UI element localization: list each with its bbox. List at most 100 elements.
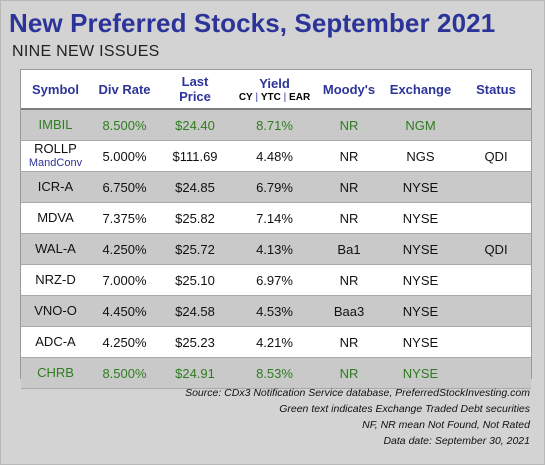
header-yield: Yield CY | YTC | EAR (231, 70, 318, 110)
abbreviation-note-line: NF, NR mean Not Found, Not Rated (362, 419, 530, 431)
cell-div-rate: 4.250% (90, 233, 159, 265)
header-symbol: Symbol (21, 70, 90, 110)
cell-yield: 8.53% (231, 357, 318, 389)
cell-symbol: CHRB (21, 357, 90, 389)
yield-ytc: YTC (260, 91, 281, 103)
cell-symbol: ICR-A (21, 171, 90, 203)
symbol-text: ADC-A (35, 334, 76, 349)
header-last-price: Last Price (159, 70, 231, 110)
symbol-text: MDVA (37, 210, 74, 225)
cell-div-rate: 6.750% (90, 171, 159, 203)
table-row: IMBIL 8.500% $24.40 8.71% NR NGM (21, 109, 531, 141)
page-title: New Preferred Stocks, September 2021 (9, 8, 496, 38)
yield-sep-2: | (280, 91, 290, 103)
cell-symbol: VNO-O (21, 295, 90, 327)
cell-moodys: Ba1 (318, 233, 380, 265)
symbol-subtype: MandConv (28, 157, 83, 169)
table-row: ADC-A 4.250% $25.23 4.21% NR NYSE (21, 326, 531, 358)
table-row: ROLLP MandConv 5.000% $111.69 4.48% NR NG… (21, 140, 531, 172)
table-row: MDVA 7.375% $25.82 7.14% NR NYSE (21, 202, 531, 234)
cell-status (461, 171, 531, 203)
yield-cy: CY (238, 91, 253, 103)
header-exchange: Exchange (380, 70, 461, 110)
cell-last-price: $25.23 (159, 326, 231, 358)
table-row: NRZ-D 7.000% $25.10 6.97% NR NYSE (21, 264, 531, 296)
cell-div-rate: 8.500% (90, 357, 159, 389)
cell-last-price: $24.91 (159, 357, 231, 389)
cell-exchange: NYSE (380, 264, 461, 296)
cell-exchange: NGS (380, 140, 461, 172)
cell-yield: 4.21% (231, 326, 318, 358)
legend-note-line: Green text indicates Exchange Traded Deb… (279, 403, 530, 415)
header-moodys: Moody's (318, 70, 380, 110)
cell-moodys: NR (318, 357, 380, 389)
cell-symbol: WAL-A (21, 233, 90, 265)
cell-yield: 6.97% (231, 264, 318, 296)
symbol-text: VNO-O (34, 303, 77, 318)
cell-exchange: NYSE (380, 326, 461, 358)
cell-exchange: NYSE (380, 171, 461, 203)
cell-exchange: NYSE (380, 233, 461, 265)
table-row: CHRB 8.500% $24.91 8.53% NR NYSE (21, 357, 531, 389)
cell-status (461, 264, 531, 296)
issues-table: Symbol Div Rate Last Price Yield CY | YT… (21, 70, 531, 389)
issues-table-container: Symbol Div Rate Last Price Yield CY | YT… (20, 69, 532, 389)
header-last-price-line2: Price (179, 89, 211, 104)
header-yield-subtypes: CY | YTC | EAR (231, 92, 318, 103)
cell-yield: 4.53% (231, 295, 318, 327)
cell-last-price: $111.69 (159, 140, 231, 172)
cell-status (461, 357, 531, 389)
cell-moodys: NR (318, 171, 380, 203)
cell-div-rate: 4.450% (90, 295, 159, 327)
cell-status (461, 202, 531, 234)
header-div-rate: Div Rate (90, 70, 159, 110)
cell-last-price: $24.85 (159, 171, 231, 203)
cell-yield: 7.14% (231, 202, 318, 234)
cell-div-rate: 7.000% (90, 264, 159, 296)
cell-symbol: IMBIL (21, 109, 90, 141)
cell-yield: 8.71% (231, 109, 318, 141)
cell-symbol: NRZ-D (21, 264, 90, 296)
cell-div-rate: 8.500% (90, 109, 159, 141)
symbol-text: ICR-A (37, 179, 74, 194)
cell-last-price: $25.10 (159, 264, 231, 296)
cell-symbol: ROLLP MandConv (21, 140, 90, 172)
header-last-price-line1: Last (181, 74, 209, 89)
cell-exchange: NYSE (380, 202, 461, 234)
yield-sep-1: | (252, 91, 261, 103)
cell-div-rate: 5.000% (90, 140, 159, 172)
table-header-row: Symbol Div Rate Last Price Yield CY | YT… (21, 70, 531, 110)
source-notes: Source: CDx3 Notification Service databa… (185, 385, 530, 449)
cell-last-price: $25.72 (159, 233, 231, 265)
header-status: Status (461, 70, 531, 110)
page-subtitle: NINE NEW ISSUES (12, 43, 160, 60)
cell-status (461, 109, 531, 141)
cell-status: QDI (461, 233, 531, 265)
cell-status (461, 295, 531, 327)
cell-last-price: $24.40 (159, 109, 231, 141)
cell-status: QDI (461, 140, 531, 172)
source-note-line: Source: CDx3 Notification Service databa… (185, 387, 530, 399)
symbol-text: IMBIL (38, 117, 73, 132)
cell-moodys: NR (318, 264, 380, 296)
cell-status (461, 326, 531, 358)
cell-div-rate: 4.250% (90, 326, 159, 358)
cell-symbol: ADC-A (21, 326, 90, 358)
cell-div-rate: 7.375% (90, 202, 159, 234)
cell-symbol: MDVA (21, 202, 90, 234)
table-row: VNO-O 4.450% $24.58 4.53% Baa3 NYSE (21, 295, 531, 327)
yield-ear: EAR (289, 91, 311, 103)
symbol-text: NRZ-D (35, 272, 76, 287)
symbol-text: WAL-A (35, 241, 76, 256)
header-yield-label: Yield (259, 75, 290, 91)
cell-last-price: $24.58 (159, 295, 231, 327)
data-date-line: Data date: September 30, 2021 (383, 435, 530, 447)
cell-moodys: Baa3 (318, 295, 380, 327)
cell-moodys: NR (318, 109, 380, 141)
cell-yield: 6.79% (231, 171, 318, 203)
cell-yield: 4.48% (231, 140, 318, 172)
cell-last-price: $25.82 (159, 202, 231, 234)
table-row: ICR-A 6.750% $24.85 6.79% NR NYSE (21, 171, 531, 203)
cell-exchange: NGM (380, 109, 461, 141)
